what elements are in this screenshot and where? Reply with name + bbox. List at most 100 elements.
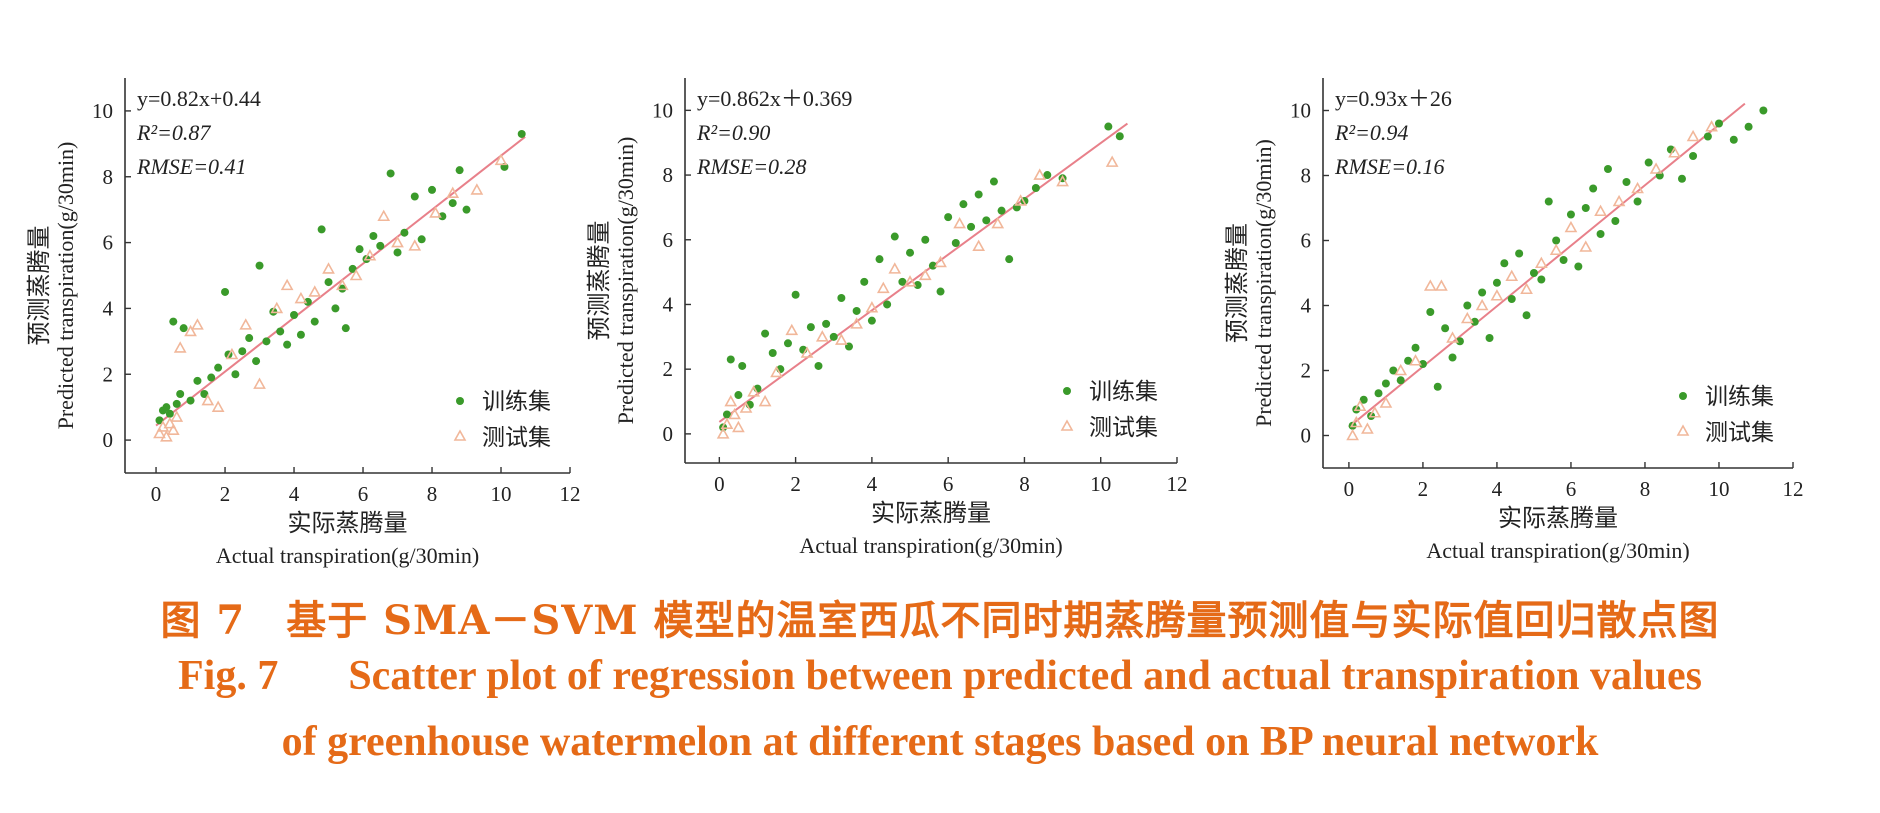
test-point bbox=[1346, 428, 1359, 441]
figure-area: 0 2 4 6 8 10 12 0 2 4 6 8 10 y=0.82x+0.44 R²=0.87 RMSE=… bbox=[25, 78, 1804, 568]
train-point bbox=[369, 232, 378, 240]
train-point bbox=[1507, 295, 1516, 303]
test-point bbox=[835, 333, 848, 345]
test-point bbox=[363, 249, 377, 261]
train-point bbox=[814, 361, 823, 370]
train-point bbox=[1115, 132, 1124, 141]
train-point bbox=[1644, 158, 1653, 167]
train-point bbox=[734, 391, 743, 400]
x-tick-label: 12 bbox=[1783, 477, 1804, 501]
train-point bbox=[455, 166, 464, 175]
train-point bbox=[1744, 122, 1753, 131]
train-point bbox=[738, 361, 747, 370]
test-point bbox=[253, 377, 266, 389]
test-point bbox=[446, 186, 460, 199]
test-point bbox=[739, 401, 753, 413]
train-point bbox=[875, 255, 884, 264]
r-squared: R²=0.94 bbox=[1334, 120, 1408, 145]
x-tick-label: 6 bbox=[1566, 477, 1577, 501]
train-point bbox=[207, 373, 216, 382]
legend-train-marker bbox=[1063, 387, 1071, 395]
train-point bbox=[400, 228, 409, 237]
train-point bbox=[221, 287, 230, 296]
legend-test-label: 测试集 bbox=[482, 425, 551, 451]
fit-equation: y=0.93x＋26 bbox=[1335, 86, 1452, 111]
legend-test-marker bbox=[1676, 424, 1690, 436]
train-point bbox=[262, 337, 271, 346]
train-point bbox=[176, 390, 185, 398]
test-point bbox=[865, 301, 879, 313]
rmse: RMSE=0.16 bbox=[1334, 154, 1445, 179]
train-point bbox=[783, 339, 792, 348]
legend-test-marker bbox=[1060, 419, 1074, 431]
test-point bbox=[1520, 282, 1533, 295]
y-tick-label: 10 bbox=[92, 99, 113, 123]
train-point bbox=[1463, 301, 1472, 310]
test-point bbox=[1649, 162, 1663, 174]
train-point bbox=[214, 363, 223, 372]
train-point bbox=[883, 300, 892, 309]
train-point bbox=[928, 261, 937, 270]
test-point bbox=[720, 417, 734, 429]
train-point bbox=[852, 306, 861, 315]
train-point bbox=[200, 390, 209, 398]
train-point bbox=[1455, 337, 1464, 346]
train-point bbox=[1433, 382, 1442, 391]
train-point bbox=[1043, 171, 1052, 180]
train-point bbox=[1104, 122, 1113, 131]
train-point bbox=[355, 245, 364, 254]
train-point bbox=[1633, 197, 1642, 206]
train-point bbox=[410, 192, 419, 201]
x-tick-label: 10 bbox=[1090, 472, 1111, 496]
train-point bbox=[722, 410, 731, 419]
train-point bbox=[1611, 217, 1620, 225]
train-point bbox=[822, 319, 831, 328]
train-point bbox=[1031, 184, 1040, 192]
test-point bbox=[953, 216, 966, 229]
train-point bbox=[517, 129, 526, 138]
train-point bbox=[898, 277, 907, 286]
test-point bbox=[349, 268, 363, 281]
train-point bbox=[296, 330, 305, 339]
r-squared: R²=0.87 bbox=[136, 120, 211, 145]
train-point bbox=[417, 235, 426, 244]
caption-english-line1: Fig. 7 Scatter plot of regression between… bbox=[0, 652, 1880, 700]
y-tick-label: 10 bbox=[652, 98, 673, 122]
y-axis-label-cn: 预测蒸腾量 bbox=[25, 226, 53, 346]
test-point bbox=[294, 291, 308, 304]
train-point bbox=[1603, 165, 1612, 173]
train-point bbox=[726, 355, 735, 364]
train-point bbox=[1389, 366, 1398, 375]
test-point bbox=[1368, 406, 1382, 418]
train-point bbox=[1566, 210, 1575, 219]
train-point bbox=[1703, 132, 1712, 141]
train-point bbox=[1552, 236, 1561, 245]
x-tick-label: 8 bbox=[1640, 477, 1651, 501]
train-point bbox=[438, 212, 447, 221]
x-tick-label: 8 bbox=[427, 482, 438, 506]
caption-figure-label: Fig. 7 bbox=[178, 653, 279, 699]
train-point bbox=[448, 199, 457, 208]
train-point bbox=[913, 281, 922, 290]
train-point bbox=[761, 329, 770, 338]
test-point bbox=[391, 235, 404, 248]
test-point bbox=[1105, 155, 1119, 167]
train-point bbox=[1522, 311, 1531, 320]
train-point bbox=[172, 399, 181, 408]
test-point bbox=[211, 400, 225, 412]
y-tick-label: 0 bbox=[103, 428, 114, 452]
test-point bbox=[1579, 240, 1593, 252]
x-tick-label: 10 bbox=[1708, 477, 1729, 501]
train-point bbox=[967, 222, 976, 231]
legend-train-label: 训练集 bbox=[482, 389, 551, 415]
train-point bbox=[428, 185, 437, 194]
chart-panel-3: 0 2 4 6 8 10 12 0 2 4 6 8 10 y=0.93x＋26 R²=0.94 RMSE=0.… bbox=[1223, 78, 1804, 563]
train-point bbox=[331, 304, 340, 313]
test-point bbox=[470, 183, 484, 195]
train-point bbox=[1544, 197, 1553, 206]
y-tick-label: 6 bbox=[103, 231, 114, 255]
x-tick-label: 0 bbox=[1344, 477, 1355, 501]
train-point bbox=[944, 213, 953, 222]
chart-panel-1: 0 2 4 6 8 10 12 0 2 4 6 8 10 y=0.82x+0.44 R²=0.87 RMSE=… bbox=[25, 78, 581, 568]
test-point bbox=[747, 385, 761, 397]
